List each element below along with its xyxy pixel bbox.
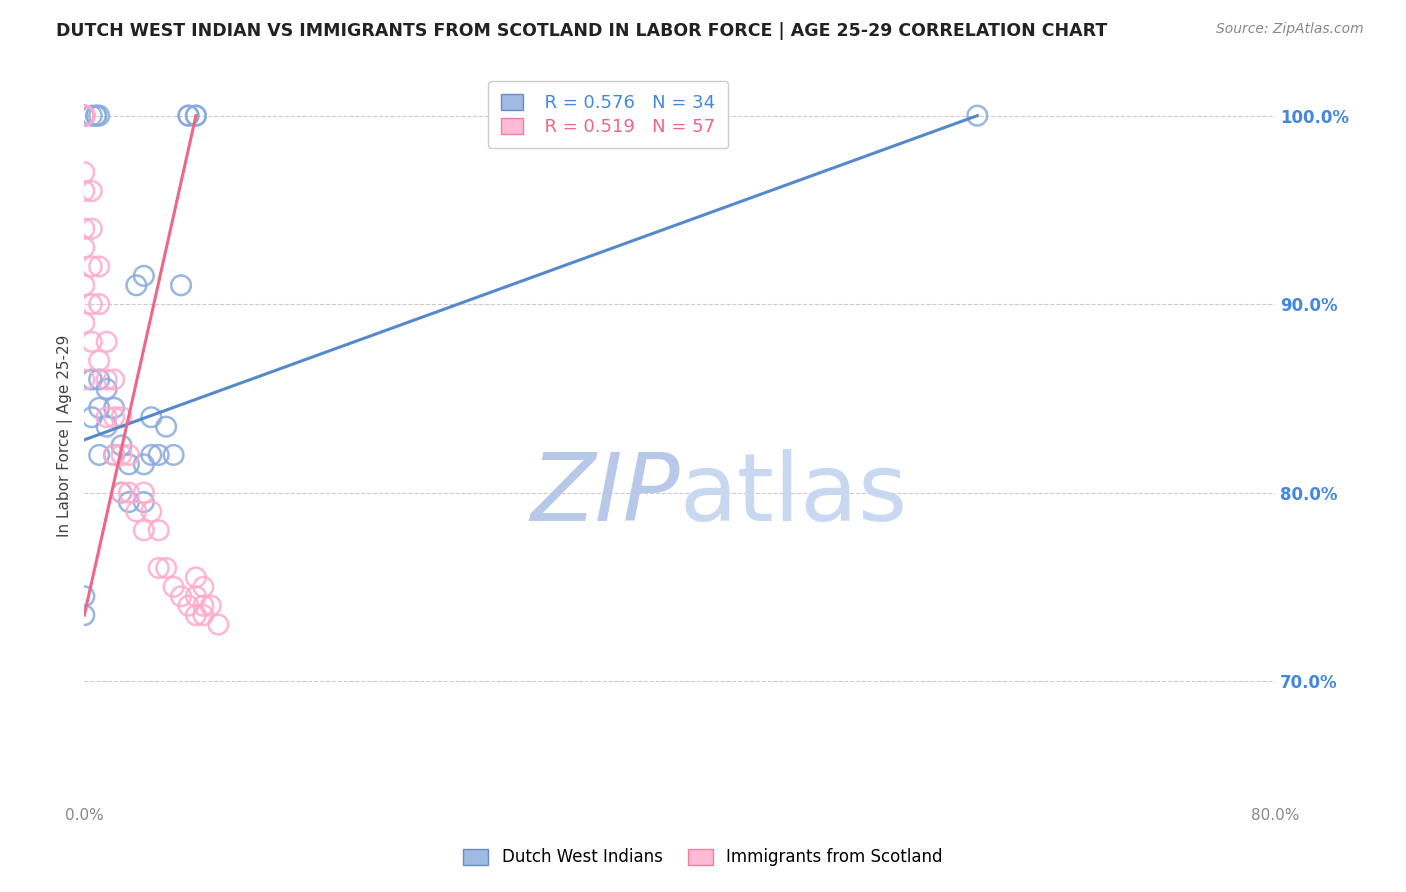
Point (73, 184, 96, 198)
Point (200, 599, 222, 613)
Point (110, 485, 132, 500)
Point (110, 448, 132, 462)
Point (103, 410, 125, 425)
Point (96, 372, 118, 386)
Point (184, 589, 207, 603)
Point (80, 221, 103, 235)
Point (177, 109, 200, 123)
Point (132, 495, 155, 509)
Point (96, 410, 118, 425)
Point (170, 589, 193, 603)
Point (110, 485, 132, 500)
Point (118, 495, 141, 509)
Point (73, 221, 96, 235)
Point (73, 109, 96, 123)
Point (118, 485, 141, 500)
Point (207, 617, 229, 632)
Point (73, 372, 96, 386)
Point (89, 448, 111, 462)
Point (177, 109, 200, 123)
Point (118, 448, 141, 462)
Point (132, 458, 155, 472)
Point (73, 109, 96, 123)
Point (89, 109, 111, 123)
Point (80, 184, 103, 198)
Point (103, 448, 125, 462)
Point (73, 109, 96, 123)
Point (177, 599, 200, 613)
Point (155, 561, 177, 575)
Point (184, 608, 207, 623)
Point (103, 401, 125, 415)
Point (103, 372, 125, 386)
Point (73, 109, 96, 123)
Point (73, 109, 96, 123)
Text: DUTCH WEST INDIAN VS IMMIGRANTS FROM SCOTLAND IN LABOR FORCE | AGE 25-29 CORRELA: DUTCH WEST INDIAN VS IMMIGRANTS FROM SCO… (56, 22, 1108, 40)
Point (73, 165, 96, 179)
Text: ZIP: ZIP (530, 450, 679, 541)
Point (96, 334, 118, 349)
Point (89, 372, 111, 386)
Point (73, 589, 96, 603)
Legend: Dutch West Indians, Immigrants from Scotland: Dutch West Indians, Immigrants from Scot… (456, 840, 950, 875)
Point (96, 382, 118, 396)
Point (89, 353, 111, 368)
Point (170, 278, 193, 293)
Point (110, 410, 132, 425)
Point (84, 109, 107, 123)
Legend:   R = 0.576   N = 34,   R = 0.519   N = 57: R = 0.576 N = 34, R = 0.519 N = 57 (488, 81, 728, 148)
Point (132, 524, 155, 538)
Point (73, 241, 96, 255)
Point (125, 278, 148, 293)
Point (132, 268, 155, 283)
Point (73, 109, 96, 123)
Point (148, 524, 170, 538)
Point (80, 260, 103, 274)
Point (73, 109, 96, 123)
Point (73, 608, 96, 623)
Point (184, 109, 207, 123)
Point (184, 109, 207, 123)
Point (193, 608, 215, 623)
Point (148, 561, 170, 575)
Point (162, 580, 184, 594)
Point (193, 580, 215, 594)
Point (80, 372, 103, 386)
Point (103, 448, 125, 462)
Point (89, 401, 111, 415)
Point (73, 109, 96, 123)
Point (89, 260, 111, 274)
Point (73, 109, 96, 123)
Text: atlas: atlas (679, 449, 908, 541)
Point (966, 109, 988, 123)
Point (125, 504, 148, 518)
Point (84, 109, 107, 123)
Point (73, 278, 96, 293)
Point (73, 109, 96, 123)
Point (155, 419, 177, 434)
Point (73, 316, 96, 330)
Point (148, 448, 170, 462)
Point (193, 599, 215, 613)
Point (80, 109, 103, 123)
Point (110, 438, 132, 452)
Point (73, 109, 96, 123)
Point (80, 297, 103, 311)
Text: Source: ZipAtlas.com: Source: ZipAtlas.com (1216, 22, 1364, 37)
Point (141, 448, 163, 462)
Point (141, 504, 163, 518)
Point (162, 448, 184, 462)
Point (96, 419, 118, 434)
Point (118, 458, 141, 472)
Point (132, 485, 155, 500)
Point (73, 109, 96, 123)
Point (141, 410, 163, 425)
Y-axis label: In Labor Force | Age 25-29: In Labor Force | Age 25-29 (58, 334, 73, 537)
Point (73, 109, 96, 123)
Point (80, 334, 103, 349)
Point (80, 410, 103, 425)
Point (89, 297, 111, 311)
Point (184, 570, 207, 584)
